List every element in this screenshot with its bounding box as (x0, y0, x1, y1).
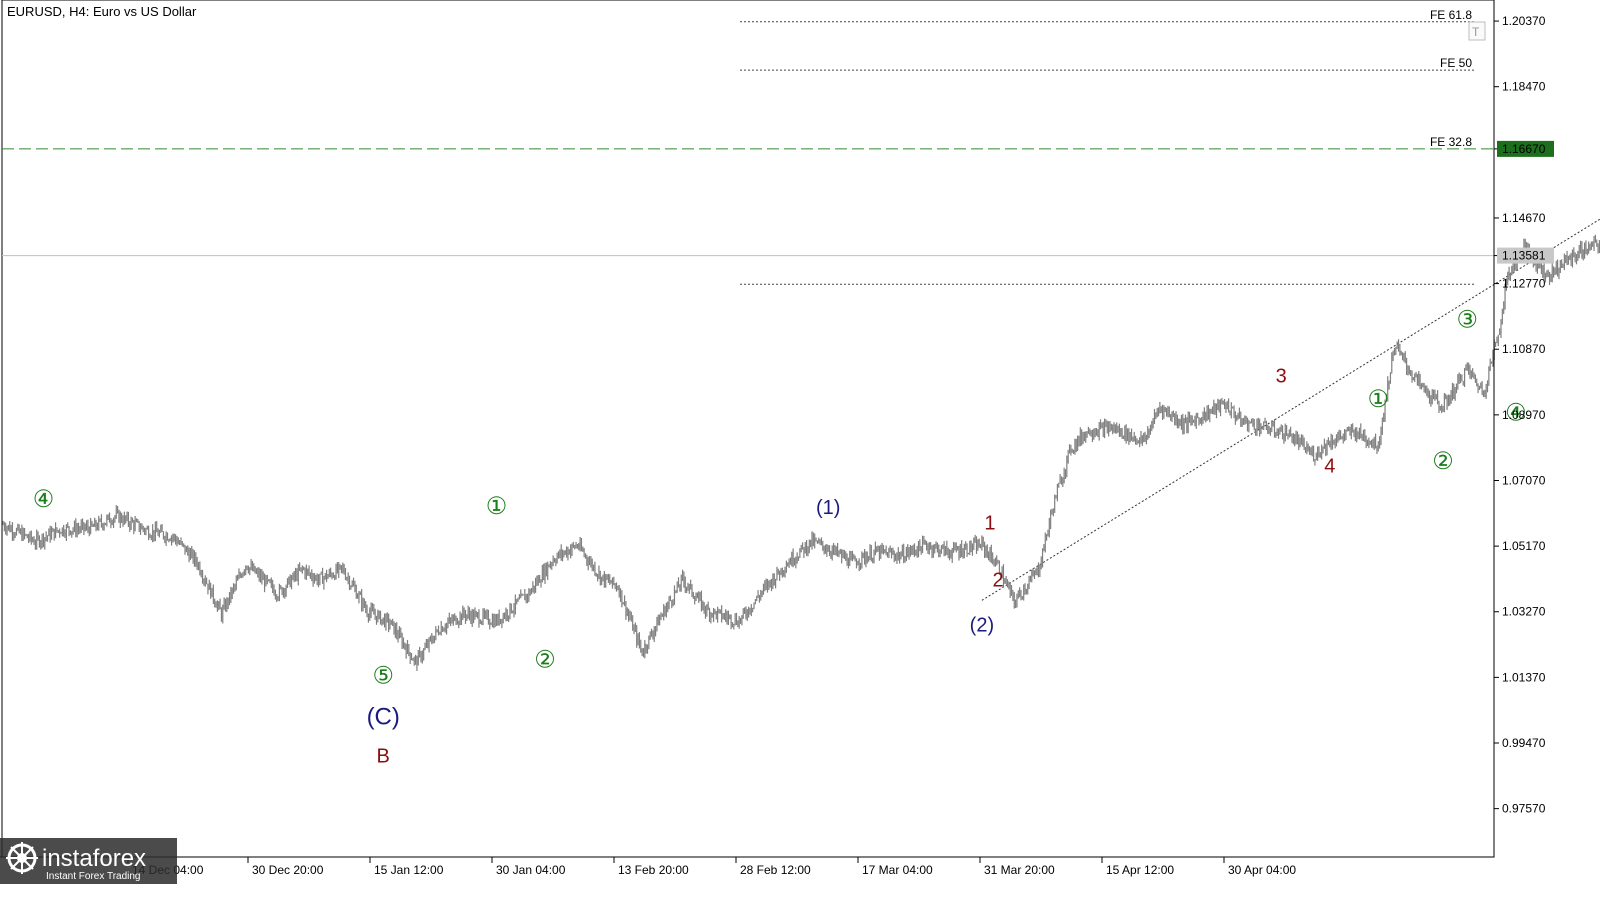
wave-label: (C) (367, 704, 400, 731)
fe-level-label: FE 61.8 (1430, 8, 1472, 22)
time-tick-label: 30 Dec 20:00 (252, 863, 324, 877)
wave-label: ② (1432, 448, 1454, 475)
price-tick-label: 1.20370 (1502, 14, 1546, 28)
price-tick-label: 1.12770 (1502, 277, 1546, 291)
wave-labels-layer: ④⑤(C)B①②(1)12(2)34①②③④(3)5⑤BAC(4)③(5)④⑤C… (33, 306, 1527, 768)
wave-label: ③ (1457, 306, 1479, 333)
wave-label: ⑤ (372, 662, 394, 689)
brand-logo: instaforex Instant Forex Trading (0, 838, 177, 884)
wave-label: B (377, 746, 390, 768)
time-tick-label: 13 Feb 20:00 (618, 863, 689, 877)
fe-level-label: FE 50 (1440, 56, 1472, 70)
plot-area (1, 0, 1495, 858)
current-price-box (1497, 247, 1554, 264)
time-tick-label: 31 Mar 20:00 (984, 863, 1055, 877)
wave-label: ④ (1505, 400, 1527, 427)
price-tick-label: 1.10870 (1502, 342, 1546, 356)
wave-label: (2) (970, 614, 994, 636)
price-tick-label: 1.05170 (1502, 539, 1546, 553)
price-tick-label: 1.14670 (1502, 211, 1546, 225)
price-tick-label: 1.07070 (1502, 473, 1546, 487)
price-tick-label: 0.99470 (1502, 736, 1546, 750)
terminal-button[interactable]: T (1468, 21, 1486, 41)
resistance-price-label: 1.16670 (1502, 142, 1546, 156)
price-tick-label: 1.03270 (1502, 605, 1546, 619)
wave-label: 4 (1324, 456, 1335, 478)
time-tick-label: 30 Apr 04:00 (1228, 863, 1296, 877)
wave-label: ① (1368, 386, 1390, 413)
globe-gear-icon (6, 842, 38, 874)
price-axis: 1.20370 1.18470 1.16670 1.14670 1.13581 1.127… (1493, 0, 1554, 857)
wave-label: 1 (984, 513, 995, 535)
price-tick-label: 1.08970 (1502, 408, 1546, 422)
brand-tagline: Instant Forex Trading (46, 871, 141, 882)
wave-label: 3 (1276, 366, 1287, 388)
chart-title: EURUSD, H4: Euro vs US Dollar (7, 4, 197, 19)
time-tick-label: 17 Mar 04:00 (862, 863, 933, 877)
wave-label: 2 (993, 570, 1004, 592)
brand-name: instaforex (42, 845, 146, 872)
price-bars-layer (2, 234, 1600, 671)
terminal-button-icon: T (1472, 25, 1480, 39)
current-price-label: 1.13581 (1502, 249, 1546, 263)
time-tick-label: 15 Jan 12:00 (374, 863, 444, 877)
wave-label: (1) (816, 497, 840, 519)
time-tick-label: 15 Apr 12:00 (1106, 863, 1174, 877)
wave-label: ② (534, 647, 556, 674)
resistance-price-box (1497, 140, 1554, 157)
time-tick-label: 30 Jan 04:00 (496, 863, 566, 877)
wave-label: ④ (33, 486, 55, 513)
time-tick-label: 28 Feb 12:00 (740, 863, 811, 877)
price-tick-label: 1.01370 (1502, 670, 1546, 684)
price-tick-label: 1.18470 (1502, 80, 1546, 94)
price-tick-label: 0.97570 (1502, 802, 1546, 816)
wave-label: ① (486, 493, 508, 520)
fe-level-label: FE 32.8 (1430, 135, 1472, 149)
